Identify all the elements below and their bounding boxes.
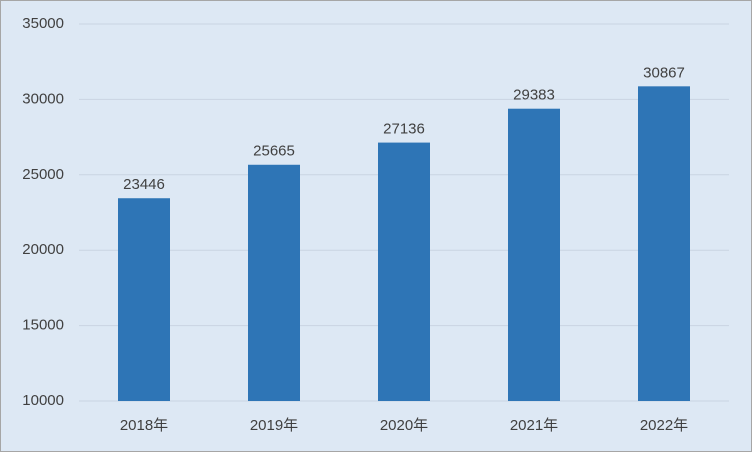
- bar: [248, 164, 300, 401]
- data-label: 23446: [123, 176, 165, 193]
- x-tick-label: 2018年: [120, 417, 168, 434]
- y-tick-label: 15000: [22, 317, 64, 334]
- x-tick-label: 2022年: [640, 417, 688, 434]
- bar: [638, 86, 690, 402]
- y-tick-label: 10000: [22, 392, 64, 409]
- y-tick-label: 25000: [22, 166, 64, 183]
- x-tick-label: 2020年: [380, 417, 428, 434]
- y-tick-label: 35000: [22, 15, 64, 32]
- x-tick-label: 2021年: [510, 417, 558, 434]
- bar: [378, 142, 430, 402]
- data-label: 30867: [643, 64, 685, 81]
- data-label: 29383: [513, 87, 555, 104]
- bar: [118, 198, 170, 401]
- data-label: 27136: [383, 121, 425, 138]
- y-tick-label: 20000: [22, 241, 64, 258]
- data-label: 25665: [253, 143, 295, 160]
- x-tick-label: 2019年: [250, 417, 298, 434]
- bar: [508, 108, 560, 402]
- y-tick-label: 30000: [22, 90, 64, 107]
